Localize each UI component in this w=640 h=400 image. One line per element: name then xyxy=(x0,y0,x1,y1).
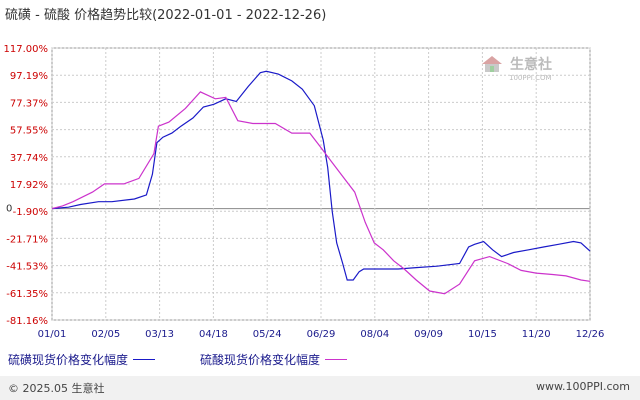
y-tick-label: 117.00% xyxy=(4,44,49,55)
zero-label: 0 xyxy=(6,204,12,215)
x-tick-label: 01/01 xyxy=(38,329,67,340)
footer-copyright: © 2025.05 生意社 xyxy=(8,382,105,395)
x-tick-label: 11/20 xyxy=(522,329,551,340)
x-tick-label: 04/18 xyxy=(199,329,228,340)
x-tick-label: 05/24 xyxy=(253,329,282,340)
y-tick-label: 77.37% xyxy=(10,98,48,109)
x-axis: 01/01 02/05 03/13 04/18 05/24 06/29 08/04 09/09… xyxy=(38,329,605,340)
y-tick-label: -61.35% xyxy=(6,289,48,300)
legend-item-sulfuric-acid: 硫酸现货价格变化幅度 xyxy=(200,351,348,368)
x-tick-label: 12/26 xyxy=(576,329,605,340)
legend-label-sulfur: 硫磺现货价格变化幅度 xyxy=(8,353,129,367)
x-tick-label: 03/13 xyxy=(145,329,174,340)
legend-swatch-sulfur xyxy=(133,359,156,360)
house-logo-icon xyxy=(482,56,502,72)
footer-site-link[interactable]: www.100PPI.com xyxy=(536,380,630,393)
y-tick-label: -81.16% xyxy=(6,316,48,327)
legend-label-sulfuric-acid: 硫酸现货价格变化幅度 xyxy=(200,353,321,367)
x-tick-label: 02/05 xyxy=(91,329,120,340)
y-tick-label: 37.74% xyxy=(10,153,48,164)
chart-title: 硫磺 - 硫酸 价格趋势比较(2022-01-01 - 2022-12-26) xyxy=(5,8,327,23)
y-tick-label: 57.55% xyxy=(10,126,48,137)
watermark-name: 生意社 xyxy=(510,57,552,73)
y-tick-label: -41.53% xyxy=(6,262,48,273)
y-tick-label: 17.92% xyxy=(10,180,48,191)
footer: © 2025.05 生意社 www.100PPI.com xyxy=(0,376,640,400)
watermark-url: 100PPI.COM xyxy=(509,74,552,82)
x-tick-label: 06/29 xyxy=(307,329,336,340)
y-tick-label: -1.90% xyxy=(13,207,48,218)
y-tick-label: 97.19% xyxy=(10,71,48,82)
series-line-sulfuric-acid xyxy=(51,91,591,295)
grid-lines xyxy=(51,47,591,321)
legend-swatch-sulfuric-acid xyxy=(325,359,348,360)
legend-item-sulfur: 硫磺现货价格变化幅度 xyxy=(8,351,156,368)
x-tick-label: 08/04 xyxy=(360,329,389,340)
series-lines xyxy=(51,70,591,295)
x-tick-label: 10/15 xyxy=(468,329,497,340)
y-tick-label: -21.71% xyxy=(6,234,48,245)
x-tick-label: 09/09 xyxy=(414,329,443,340)
y-axis: 117.00% 97.19% 77.37% 57.55% 37.74% 17.92% -1.… xyxy=(4,44,49,327)
watermark: 生意社 100PPI.COM xyxy=(482,54,552,82)
